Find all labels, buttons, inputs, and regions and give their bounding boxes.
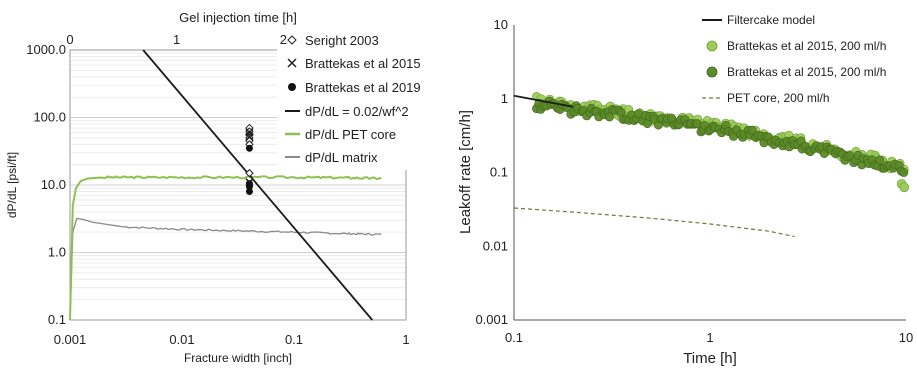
legend-filtercake: Filtercake model — [702, 13, 815, 27]
left-tick-labels: 0.001 0.01 0.1 1 0.1 1.0 10.0 100.0 1000.00 1 2 — [26, 32, 409, 347]
filtercake-model-line — [513, 94, 574, 108]
pet-core-line — [69, 175, 382, 321]
legend-brattekas-dark-label: Brattekas et al 2015, 200 ml/h — [727, 65, 886, 79]
legend-brattekas2019-label: Brattekas et al 2019 — [305, 80, 421, 95]
right-x-axis-title: Time [h] — [683, 350, 737, 367]
legend-brattekas-light-label: Brattekas et al 2015, 200 ml/h — [727, 39, 886, 53]
brattekas2015-point — [245, 132, 254, 141]
right-y-axis-title: Leakoff rate [cm/h] — [457, 110, 474, 234]
legend-pet-core-label: PET core, 200 ml/h — [727, 91, 830, 105]
right-x-tick-label: 10 — [899, 330, 913, 345]
legend-matrix-label: dP/dL matrix — [305, 150, 378, 165]
brattekas2019-point — [245, 183, 253, 191]
left-y-tick-label: 10.0 — [41, 177, 66, 192]
brattekas-dark-point — [747, 125, 757, 135]
left-x-tick-label: 1 — [402, 332, 409, 347]
legend-seright-marker — [287, 35, 297, 45]
legend-brattekas-dark-marker — [706, 66, 718, 78]
left-plot-frame — [69, 49, 407, 321]
right-legend: Filtercake model Brattekas et al 2015, 2… — [702, 13, 886, 105]
left-y-axis-title: dP/dL [psi/ft] — [5, 152, 19, 218]
legend-brattekas2015-label: Brattekas et al 2015 — [305, 56, 421, 71]
brattekas-dark-point — [875, 155, 885, 165]
right-series — [513, 92, 910, 238]
left-y-tick-label: 1.0 — [48, 245, 66, 260]
brattekas-light-point — [899, 182, 910, 193]
right-y-tick-label: 0.01 — [483, 238, 508, 253]
left-legend-background — [277, 30, 407, 170]
legend-pet-core: PET core, 200 ml/h — [702, 91, 830, 105]
left-y-tick-label: 0.1 — [48, 312, 66, 327]
legend-seright: Seright 2003 — [287, 33, 379, 48]
legend-brattekas2015-marker — [287, 58, 297, 68]
right-tick-labels: 0.1 1 10 0.001 0.01 0.1 1 10 — [475, 17, 913, 345]
left-legend: Seright 2003 Brattekas et al 2015 Bratte… — [285, 33, 421, 165]
left-chart: 0.001 0.01 0.1 1 0.1 1.0 10.0 100.0 1000.00 1 2 Ge… — [5, 10, 421, 365]
legend-brattekas2019-marker — [288, 83, 296, 91]
legend-brattekas2015: Brattekas et al 2015 — [287, 56, 421, 71]
brattekas2019-point — [245, 144, 253, 152]
legend-brattekas-dark: Brattekas et al 2015, 200 ml/h — [706, 65, 886, 79]
left-top-tick-label: 0 — [66, 32, 73, 47]
brattekas2019-point — [245, 188, 253, 196]
legend-pet: dP/dL PET core — [285, 127, 396, 142]
left-top-tick-label: 2 — [280, 32, 287, 47]
left-x-tick-label: 0.01 — [169, 332, 194, 347]
brattekas-dark-point — [899, 167, 909, 177]
legend-brattekas2019: Brattekas et al 2019 — [288, 80, 421, 95]
right-chart: 0.1 1 10 0.001 0.01 0.1 1 10 Time [h] Leakoff r… — [457, 13, 913, 367]
legend-brattekas-light-marker — [706, 40, 718, 52]
model-line — [142, 49, 373, 321]
seright-point — [245, 168, 254, 178]
legend-pet-label: dP/dL PET core — [305, 127, 396, 142]
matrix-line — [69, 217, 382, 321]
legend-model: dP/dL = 0.02/wf^2 — [285, 104, 409, 119]
right-y-tick-label: 0.1 — [490, 165, 508, 180]
left-y-tick-label: 1000.0 — [26, 42, 66, 57]
legend-filtercake-label: Filtercake model — [727, 13, 815, 27]
legend-matrix: dP/dL matrix — [285, 150, 378, 165]
right-y-tick-label: 1 — [501, 91, 508, 106]
left-x-axis-title: Fracture width [inch] — [184, 351, 292, 365]
brattekas-dark-point — [604, 112, 614, 122]
right-y-tick-label: 10 — [494, 17, 508, 32]
left-series — [69, 49, 382, 321]
legend-brattekas-light: Brattekas et al 2015, 200 ml/h — [706, 39, 886, 53]
legend-model-label: dP/dL = 0.02/wf^2 — [305, 104, 409, 119]
right-x-tick-label: 0.1 — [505, 330, 523, 345]
right-x-tick-label: 1 — [706, 330, 713, 345]
left-top-tick-label: 1 — [173, 32, 180, 47]
left-x-tick-label: 0.1 — [285, 332, 303, 347]
legend-seright-label: Seright 2003 — [305, 33, 379, 48]
right-y-tick-label: 0.001 — [475, 312, 508, 327]
left-top-axis-title: Gel injection time [h] — [179, 10, 297, 25]
left-y-tick-label: 100.0 — [33, 110, 66, 125]
pet-core-dashed-line — [513, 207, 795, 238]
brattekas-dark-point — [692, 119, 702, 129]
left-x-tick-label: 0.001 — [54, 332, 87, 347]
